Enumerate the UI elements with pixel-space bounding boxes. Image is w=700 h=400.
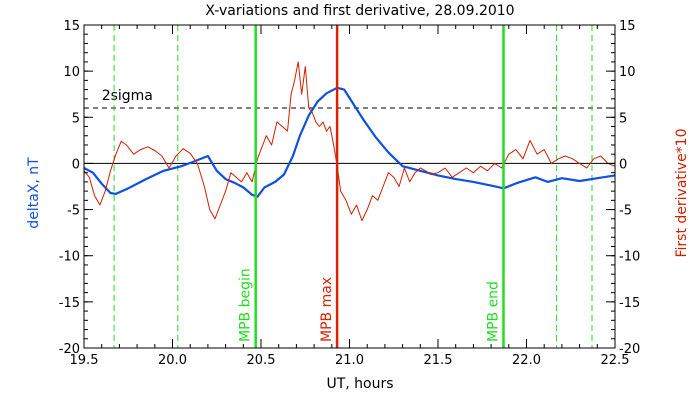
marker-label-2: MPB end: [485, 281, 501, 342]
x-axis-label: UT, hours: [326, 376, 393, 392]
x-tick-label: 20.0: [158, 353, 187, 368]
y-tick-label-left: 15: [63, 19, 80, 34]
marker-label-1: MPB max: [319, 277, 335, 342]
y-tick-label-left: 0: [72, 157, 80, 172]
series-derivative-line: [83, 61, 616, 222]
y-tick-label-left: 10: [63, 65, 80, 80]
y-tick-label-left: -15: [59, 296, 80, 311]
chart-title: X-variations and first derivative, 28.09…: [205, 3, 514, 19]
x-tick-label: 22.5: [601, 353, 630, 368]
plot-frame: [83, 24, 616, 349]
y-tick-label-right: 10: [619, 65, 636, 80]
y-tick-label-left: -10: [59, 250, 80, 265]
series-deltax-line: [83, 86, 616, 198]
y-tick-label-right: -20: [619, 342, 640, 357]
y-tick-label-right: -10: [619, 250, 640, 265]
y-axis-label-left: deltaX, nT: [26, 157, 42, 229]
x-tick-label: 21.5: [424, 353, 453, 368]
y-tick-label-right: -15: [619, 296, 640, 311]
y-tick-label-left: -20: [59, 342, 80, 357]
y-tick-label-right: 15: [619, 19, 636, 34]
y-axis-label-right: First derivative*10: [674, 128, 690, 257]
y-tick-label-left: -5: [67, 204, 80, 219]
x-tick-label: 22.0: [512, 353, 541, 368]
x-tick-label: 21.0: [335, 353, 364, 368]
y-tick-label-right: 5: [619, 111, 627, 126]
marker-label-0: MPB begin: [238, 268, 254, 342]
plot-area: 2sigma MPB begin MPB max MPB end 19.5 20.0 20.…: [59, 19, 640, 368]
y-tick-label-right: 0: [619, 157, 627, 172]
x-tick-label: 20.5: [247, 353, 276, 368]
y-tick-label-right: -5: [619, 204, 632, 219]
two-sigma-label: 2sigma: [102, 88, 153, 104]
y-tick-label-left: 5: [72, 111, 80, 126]
x-tick-label: 19.5: [70, 353, 99, 368]
